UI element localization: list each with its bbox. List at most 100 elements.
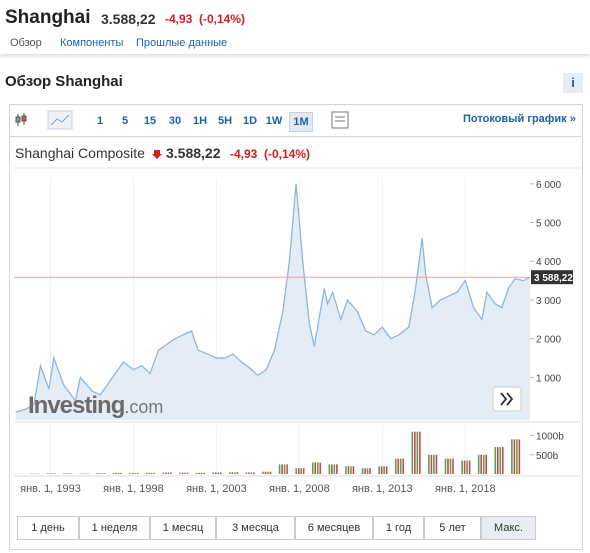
range-button[interactable]: 3 месяца bbox=[216, 516, 295, 540]
down-arrow bbox=[152, 150, 162, 159]
volume-bar bbox=[496, 447, 499, 474]
volume-bar bbox=[399, 458, 402, 474]
volume-bar bbox=[68, 473, 70, 474]
volume-bar bbox=[54, 473, 56, 474]
volume-bar bbox=[200, 472, 203, 474]
chart-title: Shanghai Composite bbox=[15, 145, 145, 161]
volume-bar bbox=[369, 468, 371, 474]
range-button[interactable]: 6 месяцев bbox=[295, 516, 373, 540]
interval-button[interactable]: 15 bbox=[143, 115, 157, 127]
volume-bar bbox=[383, 466, 385, 474]
chart-price: 3.588,22 bbox=[166, 145, 221, 161]
tab[interactable]: Прошлые данные bbox=[136, 37, 228, 49]
x-tick-label: янв. 1, 1998 bbox=[103, 483, 164, 495]
volume-bar bbox=[397, 458, 400, 474]
scroll-arrows bbox=[500, 392, 514, 406]
volume-bar bbox=[165, 472, 167, 474]
volume-bar bbox=[513, 439, 516, 474]
chart: янв. 1, 1993 янв. 1, 1998 янв. 1, 2003 янв.… bbox=[13, 167, 580, 495]
volume-tick-label: 500b bbox=[536, 451, 559, 462]
interval-button[interactable]: 1M bbox=[289, 112, 313, 132]
interval-button[interactable]: 1D bbox=[242, 115, 258, 127]
interval-button[interactable]: 5 bbox=[121, 115, 129, 127]
volume-bar bbox=[286, 464, 288, 474]
volume-bar bbox=[352, 466, 355, 474]
interval-button[interactable]: 1H bbox=[192, 115, 208, 127]
volume-bar bbox=[186, 472, 189, 474]
y-tick-label: 3 000 bbox=[536, 296, 561, 307]
volume-bar bbox=[433, 454, 435, 474]
interval-button[interactable]: 30 bbox=[168, 115, 182, 127]
volume-bar bbox=[162, 472, 165, 474]
volume-bar bbox=[98, 473, 101, 474]
info-button[interactable]: i bbox=[563, 73, 583, 93]
volume-bar bbox=[184, 472, 186, 474]
volume-bar bbox=[430, 454, 433, 474]
volume-bar bbox=[347, 466, 350, 474]
volume-bar bbox=[414, 431, 416, 474]
volume-bar bbox=[402, 458, 405, 474]
chart-type-icons[interactable] bbox=[14, 110, 84, 130]
volume-bar bbox=[134, 473, 137, 474]
volume-bar bbox=[151, 472, 153, 474]
volume-bar bbox=[466, 460, 468, 474]
stream-link[interactable]: Потоковый график » bbox=[463, 113, 576, 125]
volume-bar bbox=[181, 472, 184, 474]
volume-bar bbox=[482, 454, 485, 474]
settings-icon[interactable] bbox=[331, 111, 349, 129]
interval-button[interactable]: 1 bbox=[96, 115, 104, 127]
volume-bar bbox=[331, 464, 333, 474]
volume-bar bbox=[253, 472, 255, 474]
volume-bar bbox=[70, 473, 73, 474]
change: -4,93 bbox=[165, 12, 193, 26]
volume-bar bbox=[65, 473, 68, 474]
last-value-label: 3 588,22 bbox=[534, 273, 573, 284]
interval-button[interactable]: 1W bbox=[265, 115, 283, 127]
toolbar bbox=[9, 104, 581, 137]
volume-bar bbox=[96, 473, 98, 474]
volume-bar bbox=[461, 460, 463, 474]
y-tick-label: 2 000 bbox=[536, 335, 561, 346]
volume-bar bbox=[120, 472, 122, 474]
volume-bar bbox=[518, 439, 521, 474]
volume-bar bbox=[267, 471, 269, 474]
volume-bar bbox=[212, 472, 215, 474]
volume-bar bbox=[366, 468, 369, 474]
volume-bar bbox=[214, 472, 217, 474]
chart-change: -4,93 bbox=[230, 147, 258, 161]
interval-button[interactable]: 5H bbox=[217, 115, 233, 127]
volume-bar bbox=[217, 472, 220, 474]
volume-bar bbox=[297, 468, 300, 474]
y-tick-label: 6 000 bbox=[536, 180, 561, 191]
volume-bar bbox=[311, 462, 314, 474]
volume-bar bbox=[319, 462, 322, 474]
range-button[interactable]: 1 месяц bbox=[150, 516, 216, 540]
range-button[interactable]: 5 лет bbox=[424, 516, 481, 540]
range-button[interactable]: 1 неделя bbox=[79, 516, 150, 540]
tab[interactable]: Обзор bbox=[10, 37, 42, 49]
x-tick-label: янв. 1, 2018 bbox=[435, 483, 496, 495]
volume-bar bbox=[345, 466, 347, 474]
volume-bar bbox=[477, 454, 480, 474]
watermark-suffix: .com bbox=[124, 397, 163, 417]
volume-bar bbox=[250, 472, 253, 474]
range-button[interactable]: 1 год bbox=[373, 516, 424, 540]
volume-bar bbox=[449, 458, 452, 474]
range-button[interactable]: Макс. bbox=[481, 516, 536, 540]
instrument-name: Shanghai bbox=[5, 7, 91, 28]
volume-bar bbox=[411, 431, 414, 474]
price-line bbox=[15, 183, 531, 413]
range-button[interactable]: 1 день bbox=[17, 516, 79, 540]
volume-bar bbox=[278, 464, 281, 474]
volume-bar bbox=[364, 468, 366, 474]
volume-bar bbox=[295, 468, 297, 474]
tab[interactable]: Компоненты bbox=[60, 37, 124, 49]
x-tick-label: янв. 1, 2008 bbox=[269, 483, 330, 495]
volume-bar bbox=[264, 471, 267, 474]
y-tick-label: 5 000 bbox=[536, 219, 561, 230]
volume-bar bbox=[511, 439, 513, 474]
volume-bar bbox=[480, 454, 482, 474]
volume-bar bbox=[234, 472, 236, 474]
volume-bar bbox=[361, 468, 364, 474]
